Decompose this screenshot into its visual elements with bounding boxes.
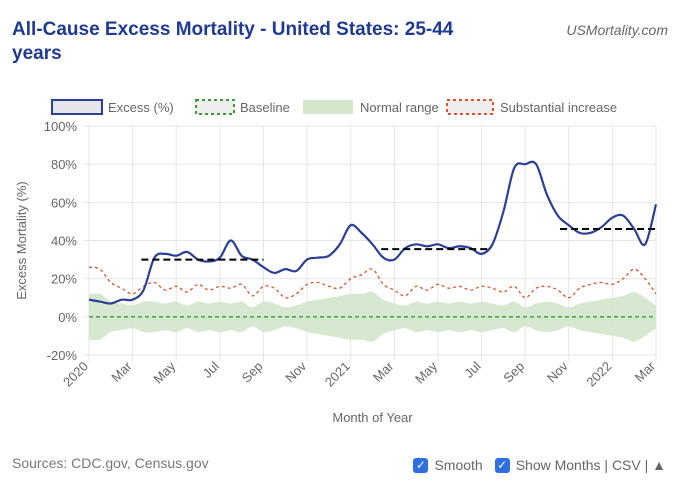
x-axis-label: Month of Year [332,410,413,425]
smooth-label[interactable]: Smooth [434,457,483,473]
chart-title: All-Cause Excess Mortality - United Stat… [12,19,454,64]
chart: -20% 0% 20% 40% 60% 80% 100% 2020 Mar May Jul Sep No… [14,99,659,425]
x-tick-label: Mar [370,358,397,385]
legend-label: Substantial increase [500,100,617,115]
y-tick-label: 60% [51,195,77,210]
x-tick-label: Jul [461,358,483,380]
x-tick-label: Nov [544,358,571,385]
x-tick-label: Mar [108,358,135,385]
x-tick-label: Jul [200,358,222,380]
y-tick-label: 100% [44,119,78,134]
x-tick-label: Sep [500,359,527,386]
smooth-checkbox[interactable]: ✓ [413,457,429,473]
x-tick-label: 2020 [60,359,91,390]
excess-line [88,160,658,305]
substantial-increase-line [88,266,657,299]
chart-controls: ✓ Smooth ✓ Show Months | CSV | ▲ [413,457,666,473]
legend-swatch [51,99,103,115]
x-tick-label: 2021 [322,359,353,390]
y-tick-label: 40% [51,234,77,249]
y-tick-label: 80% [51,157,77,172]
legend-swatch [446,99,494,115]
legend-label: Excess (%) [108,100,174,115]
brand-link[interactable]: USMortality.com [566,22,668,38]
x-tick-label: 2022 [583,359,614,390]
show-months-checkbox[interactable]: ✓ [494,457,510,473]
x-tick-label: Mar [632,358,659,385]
legend-label: Normal range [360,100,439,115]
x-tick-label: Sep [239,359,266,386]
y-axis-label: Excess Mortality (%) [14,181,29,299]
y-tick-label: 20% [51,272,77,287]
y-tick-label: 0% [58,310,77,325]
sources-text: Sources: CDC.gov, Census.gov [12,455,209,471]
x-tick-label: May [150,358,178,386]
legend-swatch [195,99,235,115]
y-tick-label: -20% [47,348,78,363]
x-tick-label: May [412,358,440,386]
show-months-label[interactable]: Show Months | CSV | ▲ [515,457,666,473]
legend-label: Baseline [240,100,290,115]
legend-swatch [303,100,353,114]
x-tick-label: Nov [282,358,309,385]
